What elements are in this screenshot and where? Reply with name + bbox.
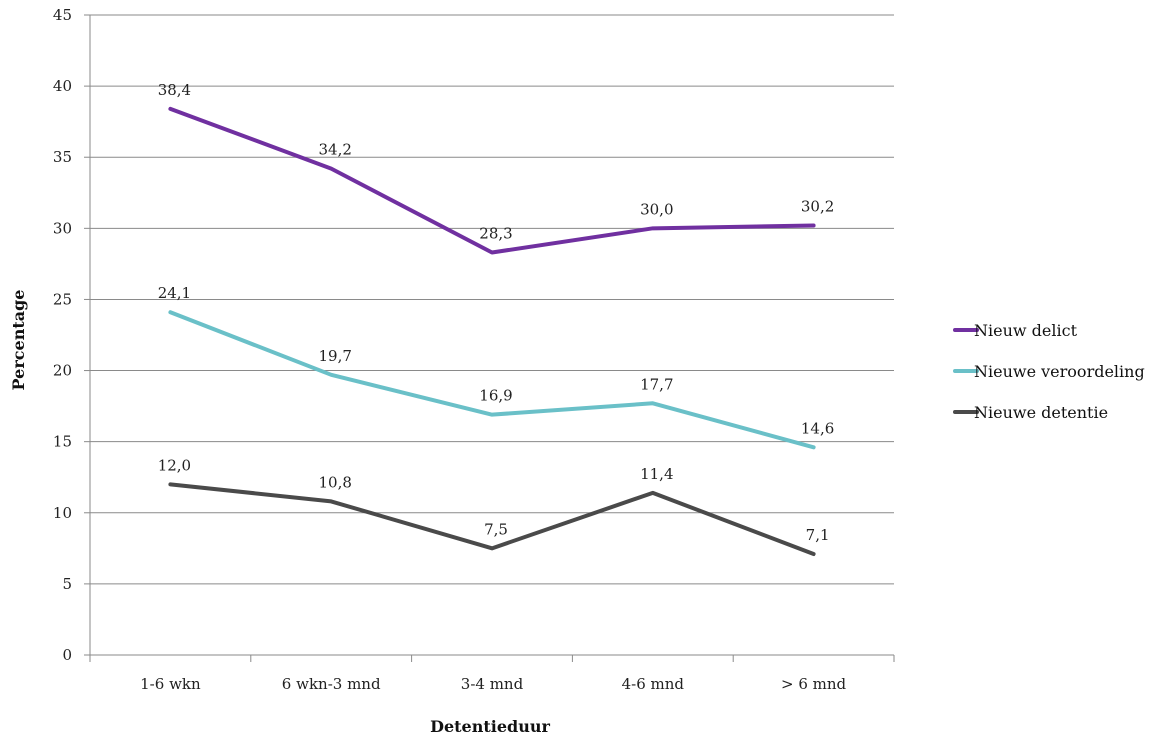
y-tick-label: 30 bbox=[53, 219, 72, 237]
legend: Nieuw delict Nieuwe veroordeling Nieuwe de… bbox=[953, 321, 1145, 422]
data-labels: 38,4 34,2 28,3 30,0 30,2 24,1 19,7 16,9 17,7 14,6… bbox=[158, 81, 835, 544]
legend-label: Nieuw delict bbox=[974, 321, 1078, 340]
y-tick-label: 20 bbox=[53, 362, 72, 380]
y-tick-label: 40 bbox=[53, 77, 72, 95]
data-label: 30,2 bbox=[801, 197, 834, 215]
series-line-2 bbox=[168, 310, 816, 450]
data-label: 16,9 bbox=[479, 387, 512, 405]
data-label: 11,4 bbox=[640, 465, 673, 483]
data-label: 17,7 bbox=[640, 375, 673, 393]
data-label: 7,1 bbox=[806, 526, 830, 544]
y-tick-label: 35 bbox=[53, 148, 72, 166]
y-tick-label: 10 bbox=[53, 504, 72, 522]
y-axis-title: Percentage bbox=[9, 290, 28, 391]
x-tick-label: > 6 mnd bbox=[781, 675, 847, 693]
data-label: 14,6 bbox=[801, 419, 834, 437]
data-label: 34,2 bbox=[318, 141, 351, 159]
x-tick-label: 6 wkn-3 mnd bbox=[282, 675, 381, 693]
axes: 0 5 10 15 20 25 30 35 40 45 1-6 wkn 6 wkn-3 mnd 3-4 … bbox=[53, 6, 895, 693]
gridlines bbox=[90, 14, 894, 585]
y-tick-label: 25 bbox=[53, 290, 72, 308]
x-tick-label: 1-6 wkn bbox=[140, 675, 201, 693]
data-label: 10,8 bbox=[318, 473, 351, 491]
series-line-1 bbox=[168, 106, 816, 255]
data-label: 12,0 bbox=[158, 456, 191, 474]
x-tick-label: 4-6 mnd bbox=[622, 675, 685, 693]
data-label: 30,0 bbox=[640, 200, 673, 218]
x-tick-label: 3-4 mnd bbox=[461, 675, 524, 693]
data-label: 7,5 bbox=[484, 520, 508, 538]
legend-label: Nieuwe veroordeling bbox=[974, 362, 1145, 381]
series-lines bbox=[168, 106, 816, 557]
y-tick-label: 15 bbox=[53, 433, 72, 451]
x-axis-title: Detentieduur bbox=[430, 717, 550, 736]
data-label: 24,1 bbox=[158, 284, 191, 302]
series-line-3 bbox=[168, 482, 816, 557]
data-label: 28,3 bbox=[479, 225, 512, 243]
y-tick-label: 45 bbox=[53, 6, 72, 24]
data-label: 19,7 bbox=[318, 347, 351, 365]
y-tick-label: 5 bbox=[62, 575, 72, 593]
y-tick-label: 0 bbox=[62, 646, 72, 664]
data-label: 38,4 bbox=[158, 81, 191, 99]
legend-label: Nieuwe detentie bbox=[974, 403, 1108, 422]
